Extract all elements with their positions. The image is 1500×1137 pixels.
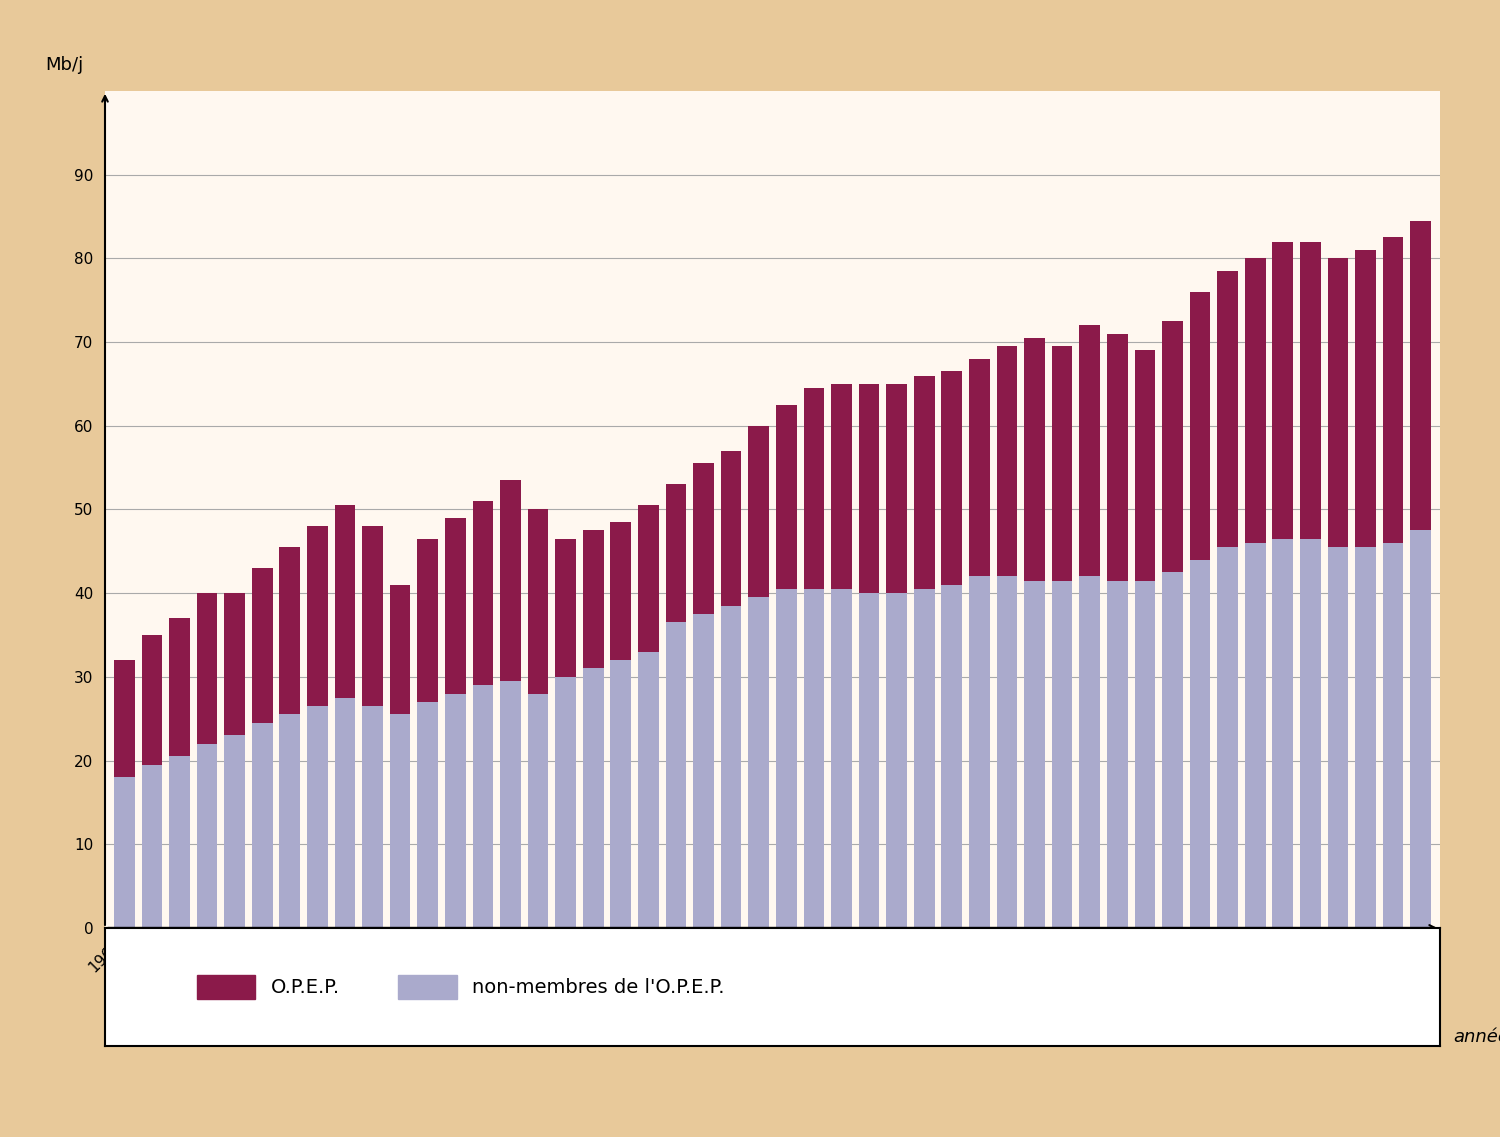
Bar xyxy=(1024,581,1045,928)
Bar xyxy=(417,702,438,928)
Bar xyxy=(417,539,438,702)
Bar xyxy=(308,526,327,706)
Bar xyxy=(196,594,217,744)
Bar xyxy=(638,505,658,652)
Bar xyxy=(996,347,1017,576)
Bar xyxy=(1080,325,1100,576)
Bar xyxy=(1328,258,1348,547)
Bar xyxy=(996,576,1017,928)
Bar xyxy=(1218,547,1237,928)
Bar xyxy=(1383,542,1404,928)
Bar xyxy=(693,614,714,928)
Bar xyxy=(1300,241,1320,539)
Bar xyxy=(1300,539,1320,928)
Bar xyxy=(1410,530,1431,928)
Bar xyxy=(196,744,217,928)
Bar xyxy=(500,681,520,928)
Bar xyxy=(1052,581,1072,928)
Bar xyxy=(1245,542,1266,928)
Bar xyxy=(666,622,687,928)
Bar xyxy=(141,634,162,765)
Bar xyxy=(969,359,990,576)
Bar xyxy=(722,451,741,606)
Bar xyxy=(225,736,245,928)
Bar xyxy=(858,384,879,594)
Bar xyxy=(472,686,494,928)
Bar xyxy=(1190,292,1210,559)
Bar xyxy=(141,765,162,928)
Bar xyxy=(804,388,824,589)
Bar xyxy=(942,372,962,584)
Bar xyxy=(748,425,770,597)
Bar xyxy=(1162,572,1184,928)
Bar xyxy=(225,594,245,736)
Bar xyxy=(942,584,962,928)
Bar xyxy=(1383,238,1404,542)
Bar xyxy=(776,589,796,928)
Bar xyxy=(914,375,934,589)
Bar xyxy=(610,661,632,928)
Bar xyxy=(308,706,327,928)
Bar xyxy=(831,384,852,589)
Bar xyxy=(1162,321,1184,572)
Bar xyxy=(390,584,411,714)
Bar xyxy=(886,384,908,594)
Bar xyxy=(114,661,135,778)
Bar xyxy=(252,568,273,723)
Bar xyxy=(279,714,300,928)
Bar xyxy=(693,464,714,614)
Bar xyxy=(1245,258,1266,542)
Bar xyxy=(1134,350,1155,581)
Bar xyxy=(1354,547,1376,928)
Bar xyxy=(1354,250,1376,547)
Bar xyxy=(1410,221,1431,530)
Bar xyxy=(528,694,549,928)
Bar xyxy=(722,606,741,928)
Bar xyxy=(638,652,658,928)
Bar xyxy=(446,694,465,928)
Bar xyxy=(584,669,603,928)
Bar xyxy=(914,589,934,928)
Bar xyxy=(279,547,300,714)
Bar xyxy=(334,698,356,928)
Bar xyxy=(1272,539,1293,928)
Bar xyxy=(1107,581,1128,928)
Bar xyxy=(1272,241,1293,539)
Bar xyxy=(446,517,465,694)
Bar xyxy=(886,594,908,928)
Bar xyxy=(1107,333,1128,581)
Bar xyxy=(1080,576,1100,928)
Bar xyxy=(1190,559,1210,928)
Bar xyxy=(1328,547,1348,928)
Bar xyxy=(666,484,687,622)
Text: années: années xyxy=(1454,1028,1500,1046)
Bar xyxy=(362,706,382,928)
Bar xyxy=(334,505,356,698)
Bar xyxy=(804,589,824,928)
Bar xyxy=(776,405,796,589)
Bar xyxy=(114,778,135,928)
Bar xyxy=(1134,581,1155,928)
Bar xyxy=(555,539,576,677)
Bar xyxy=(1024,338,1045,581)
Bar xyxy=(610,522,632,661)
Text: Mb/j: Mb/j xyxy=(45,56,82,74)
Bar xyxy=(831,589,852,928)
Bar xyxy=(748,597,770,928)
Bar xyxy=(170,756,190,928)
Bar xyxy=(1218,271,1237,547)
Bar xyxy=(584,530,603,669)
Bar xyxy=(528,509,549,694)
Bar xyxy=(170,619,190,756)
Bar xyxy=(390,714,411,928)
Bar xyxy=(500,480,520,681)
Bar xyxy=(472,501,494,686)
Bar xyxy=(555,677,576,928)
Bar xyxy=(858,594,879,928)
Bar xyxy=(252,723,273,928)
Bar xyxy=(362,526,382,706)
Legend: O.P.E.P., non-membres de l'O.P.E.P.: O.P.E.P., non-membres de l'O.P.E.P. xyxy=(182,960,741,1014)
Bar xyxy=(1052,347,1072,581)
Bar xyxy=(969,576,990,928)
